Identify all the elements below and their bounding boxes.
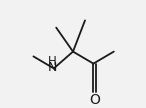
Text: H: H: [48, 55, 57, 68]
Text: N: N: [48, 61, 57, 74]
Text: O: O: [89, 93, 100, 107]
